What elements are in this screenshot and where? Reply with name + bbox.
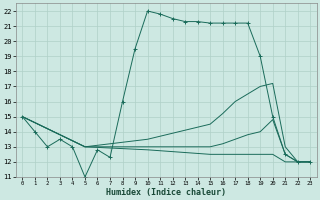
X-axis label: Humidex (Indice chaleur): Humidex (Indice chaleur) bbox=[106, 188, 226, 197]
